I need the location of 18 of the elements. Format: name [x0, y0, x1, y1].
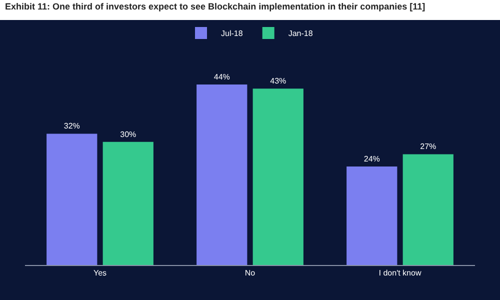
data-label: 32% — [64, 122, 80, 131]
legend-label: Jan-18 — [288, 29, 314, 38]
x-tick-label: I don't know — [378, 268, 422, 278]
bar — [102, 142, 154, 265]
data-label: 44% — [214, 72, 230, 82]
bar — [346, 166, 398, 265]
bar — [196, 84, 248, 265]
bar — [252, 88, 304, 265]
data-label: 43% — [270, 76, 286, 86]
data-label: 27% — [420, 142, 436, 152]
bar — [46, 134, 98, 265]
chart-title: Exhibit 11: One third of investors expect to see Blockchain implementation in their companies [11] — [5, 1, 426, 12]
bar — [402, 154, 454, 265]
x-tick-label: No — [244, 268, 256, 278]
x-tick-label: Yes — [93, 268, 107, 278]
data-label: 30% — [120, 130, 136, 139]
legend-label: Jul-18 — [221, 29, 244, 38]
data-label: 24% — [364, 154, 380, 164]
